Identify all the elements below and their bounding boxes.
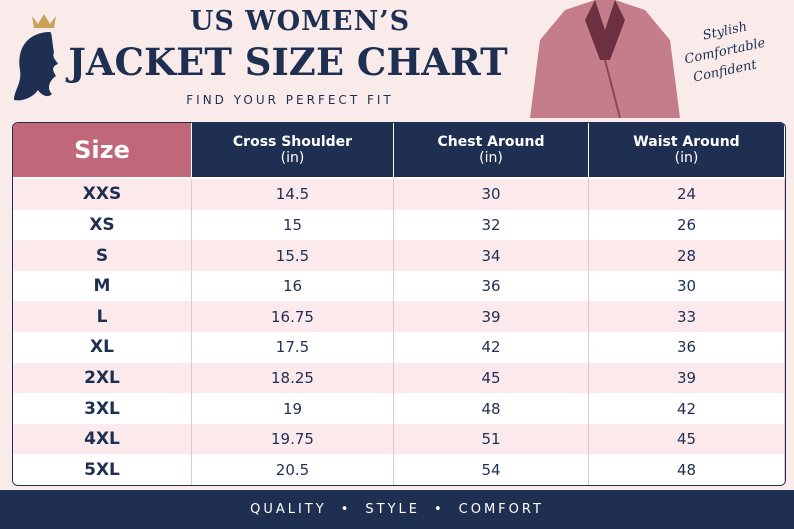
measurement: 39	[589, 362, 785, 394]
measurement: 15.5	[192, 240, 394, 271]
header-label: Size	[74, 136, 130, 164]
column-header: Chest Around (in)	[394, 123, 589, 177]
measurement: 16	[192, 270, 394, 302]
title-top: US WOMEN’S	[189, 6, 411, 37]
size-label: 4XL	[13, 423, 192, 455]
header-label: Chest Around	[437, 134, 545, 150]
measurement: 15	[192, 209, 394, 241]
size-label: 5XL	[13, 454, 192, 485]
measurement: 28	[589, 240, 785, 271]
size-table: Size Cross Shoulder (in) Chest Around (in) Wa…	[12, 122, 786, 486]
header-unit: (in)	[674, 150, 699, 166]
column-header: Cross Shoulder (in)	[192, 123, 394, 177]
footer-item: QUALITY	[250, 502, 327, 517]
measurement: 54	[394, 454, 589, 485]
measurement: 19.75	[192, 423, 394, 455]
measurement: 45	[394, 362, 589, 394]
column-header: Waist Around (in)	[589, 123, 785, 177]
measurement: 30	[589, 270, 785, 302]
size-label: L	[13, 301, 192, 333]
measurement: 51	[394, 423, 589, 455]
measurement: 48	[589, 454, 785, 485]
footer-item: COMFORT	[458, 502, 544, 517]
size-label: XXS	[13, 179, 192, 210]
size-label: S	[13, 240, 192, 271]
measurement: 16.75	[192, 301, 394, 333]
header-unit: (in)	[280, 150, 305, 166]
footer: QUALITY • STYLE • COMFORT	[0, 490, 794, 529]
measurement: 36	[589, 332, 785, 363]
measurement: 24	[589, 179, 785, 210]
measurement: 34	[394, 240, 589, 271]
header-label: Waist Around	[633, 134, 740, 150]
measurement: 48	[394, 393, 589, 424]
jacket-image	[530, 0, 680, 118]
header-unit: (in)	[479, 150, 503, 166]
measurement: 42	[394, 332, 589, 363]
size-label: 3XL	[13, 393, 192, 424]
measurement: 33	[589, 301, 785, 333]
size-label: M	[13, 270, 192, 302]
measurement: 36	[394, 270, 589, 302]
subtitle: FIND YOUR PERFECT FIT	[186, 93, 394, 107]
measurement: 30	[394, 179, 589, 210]
measurement: 39	[394, 301, 589, 333]
measurement: 26	[589, 209, 785, 241]
column-header: Size	[13, 123, 192, 177]
measurement: 20.5	[192, 454, 394, 485]
size-label: XS	[13, 209, 192, 241]
header-label: Cross Shoulder	[232, 134, 353, 150]
measurement: 42	[589, 393, 785, 424]
title: JACKET SIZE CHART	[68, 40, 508, 84]
measurement: 18.25	[192, 362, 394, 394]
measurement: 19	[192, 393, 394, 424]
size-label: 2XL	[13, 362, 192, 394]
footer-item: STYLE	[365, 502, 420, 517]
measurement: 32	[394, 209, 589, 241]
size-label: XL	[13, 332, 192, 363]
measurement: 45	[589, 423, 785, 455]
measurement: 14.5	[192, 179, 394, 210]
measurement: 17.5	[192, 332, 394, 363]
logo	[14, 14, 58, 101]
